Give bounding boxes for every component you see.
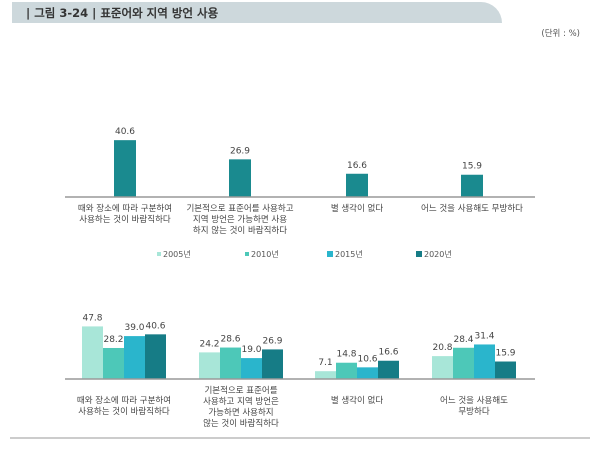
data-label: 31.4 xyxy=(474,331,494,341)
bar xyxy=(229,159,251,197)
unit-label: (단위 : %) xyxy=(541,29,580,39)
bar-2005년 xyxy=(82,326,103,379)
data-label: 14.8 xyxy=(336,350,356,360)
category-label: 가능하면 사용하지 xyxy=(208,407,273,418)
bar-2020년 xyxy=(262,349,283,379)
data-label: 26.9 xyxy=(262,336,282,346)
legend-label: 2015년 xyxy=(335,249,363,259)
legend-swatch xyxy=(416,251,422,257)
data-label: 16.6 xyxy=(347,161,367,171)
category-label: 때와 장소에 따라 구분하여 xyxy=(77,395,171,406)
data-label: 16.6 xyxy=(378,348,398,358)
bar-2010년 xyxy=(220,347,241,379)
data-label: 15.9 xyxy=(495,349,515,359)
bar xyxy=(114,140,136,197)
data-label: 15.9 xyxy=(462,162,482,172)
bar xyxy=(346,173,368,197)
category-label: 기본적으로 표준어를 xyxy=(204,385,277,396)
data-label: 20.8 xyxy=(432,343,452,353)
category-label: 사용하는 것이 바람직하다 xyxy=(79,214,171,225)
legend-label: 2020년 xyxy=(424,249,452,259)
data-label: 28.6 xyxy=(220,335,240,345)
figure-title: | 그림 3-24 | 표준어와 지역 방언 사용 xyxy=(26,6,219,20)
category-label: 기본적으로 표준어를 사용하고 xyxy=(186,203,293,214)
bar-2015년 xyxy=(357,367,378,379)
data-label: 10.6 xyxy=(357,354,377,364)
category-label: 않는 것이 바람직하다 xyxy=(203,418,279,429)
bar-2010년 xyxy=(336,362,357,379)
data-label: 28.4 xyxy=(453,335,473,345)
data-label: 47.8 xyxy=(82,313,102,323)
data-label: 24.2 xyxy=(199,339,219,349)
bar-2010년 xyxy=(453,347,474,379)
bar-2005년 xyxy=(315,371,336,379)
category-label: 하지 않는 것이 바람직하다 xyxy=(193,225,287,236)
bar-2005년 xyxy=(199,352,220,379)
data-label: 40.6 xyxy=(145,321,165,331)
category-label: 때와 장소에 따라 구분하여 xyxy=(78,203,172,214)
legend-swatch xyxy=(327,251,333,257)
category-label: 사용하는 것이 바람직하다 xyxy=(78,406,170,417)
category-label: 별 생각이 없다 xyxy=(331,203,384,214)
bar xyxy=(461,174,483,197)
category-label: 사용하고 지역 방언은 xyxy=(203,396,279,407)
data-label: 26.9 xyxy=(230,146,250,156)
bar-2020년 xyxy=(378,360,399,379)
legend-label: 2010년 xyxy=(251,249,279,259)
category-label: 무방하다 xyxy=(458,406,489,417)
data-label: 19.0 xyxy=(241,345,261,355)
data-label: 40.6 xyxy=(115,127,135,137)
bar-2020년 xyxy=(495,361,516,379)
title-bar xyxy=(12,2,502,23)
data-label: 39.0 xyxy=(124,323,144,333)
legend-swatch xyxy=(157,252,161,256)
category-label: 지역 방언은 가능하면 사용 xyxy=(193,214,287,225)
bar-2020년 xyxy=(145,334,166,379)
legend-label: 2005년 xyxy=(163,249,191,259)
bar-2015년 xyxy=(474,344,495,379)
category-label: 어느 것을 사용해도 xyxy=(440,395,508,406)
bar-2005년 xyxy=(432,356,453,379)
category-label: 어느 것을 사용해도 무방하다 xyxy=(421,203,523,214)
bar-2015년 xyxy=(241,358,262,379)
data-label: 28.2 xyxy=(103,335,123,345)
bar-2015년 xyxy=(124,336,145,379)
data-label: 7.1 xyxy=(318,358,332,368)
legend-swatch xyxy=(245,252,249,256)
category-label: 별 생각이 없다 xyxy=(331,395,384,406)
bar-2010년 xyxy=(103,347,124,379)
